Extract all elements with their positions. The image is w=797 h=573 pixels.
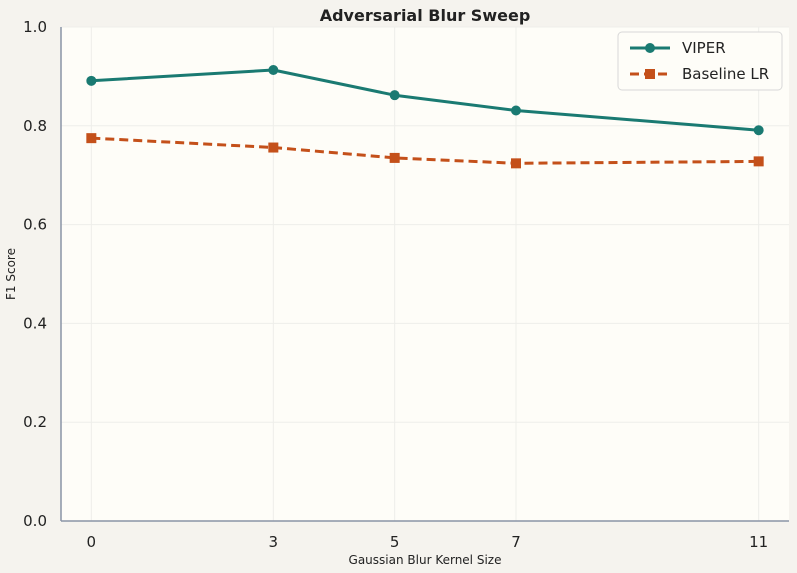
legend-label: Baseline LR [682, 65, 769, 83]
data-point [389, 90, 400, 101]
y-tick-label: 0.0 [23, 512, 47, 530]
data-point [389, 152, 400, 163]
data-point [511, 105, 521, 116]
y-tick-label: 1.0 [23, 18, 47, 36]
y-tick-label: 0.8 [23, 117, 47, 135]
tick-labels: 0.0 0.2 0.4 0.6 0.8 1.0 0 3 5 7 11 [23, 18, 768, 551]
legend: VIPER Baseline LR [617, 31, 783, 91]
chart-title: Adversarial Blur Sweep [320, 6, 531, 25]
legend-marker [645, 69, 655, 79]
x-tick-label: 5 [390, 533, 400, 551]
y-tick-label: 0.4 [23, 314, 47, 332]
data-point [268, 64, 279, 75]
x-axis-label: Gaussian Blur Kernel Size [349, 553, 502, 567]
y-tick-label: 0.6 [23, 216, 47, 234]
data-point [511, 158, 521, 169]
x-tick-label: 11 [749, 533, 768, 551]
series-line-2 [91, 136, 759, 165]
data-point [753, 125, 764, 136]
data-point [268, 142, 279, 153]
x-tick-label: 0 [87, 533, 97, 551]
legend-marker [645, 43, 655, 53]
plot-area [61, 27, 789, 521]
x-tick-label: 7 [511, 533, 521, 551]
x-tick-label: 3 [269, 533, 279, 551]
y-axis-label: F1 Score [4, 248, 18, 300]
y-tick-label: 0.2 [23, 413, 47, 431]
axes-spines [60, 27, 789, 522]
series-group [86, 64, 764, 169]
legend-label: VIPER [682, 39, 726, 57]
grid [61, 26, 789, 522]
data-point [86, 75, 97, 86]
data-point [753, 156, 764, 167]
data-point [86, 133, 97, 144]
